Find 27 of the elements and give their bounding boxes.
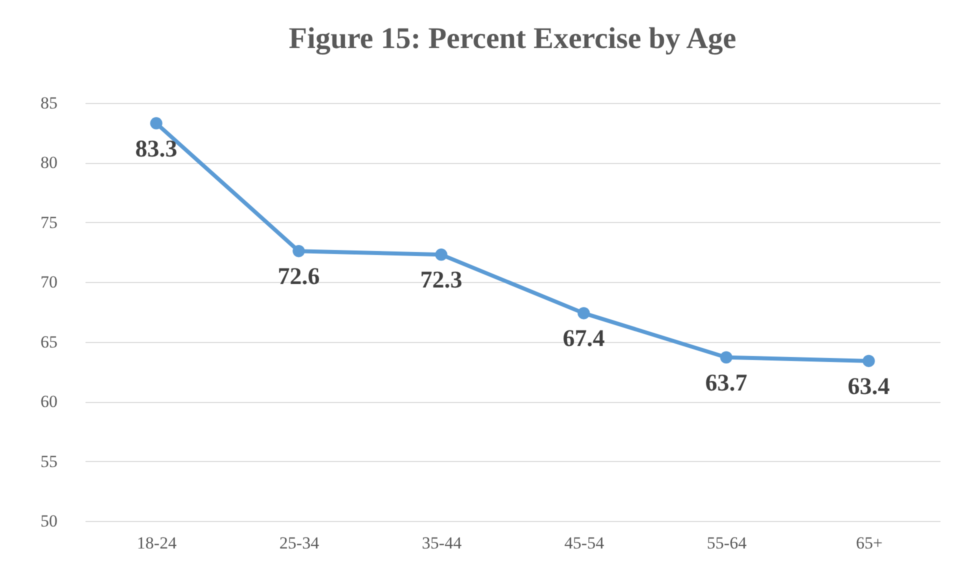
y-tick-label: 50 (40, 512, 58, 530)
point (720, 351, 732, 364)
data-label: 67.4 (562, 326, 605, 352)
chart-title: Figure 15: Percent Exercise by Age (288, 22, 736, 55)
data-label: 63.7 (705, 370, 748, 396)
x-tick-label: 45-54 (564, 534, 605, 552)
point (578, 307, 590, 320)
data-label: 72.6 (278, 264, 320, 290)
data-label: 72.3 (420, 268, 462, 294)
point (435, 248, 448, 261)
point (292, 244, 305, 258)
y-tick-label: 75 (40, 212, 58, 232)
x-tick-label: 18-24 (136, 534, 178, 552)
x-tick-label: 25-34 (279, 534, 320, 552)
x-tick-label: 35-44 (422, 534, 462, 552)
data-label: 63.4 (848, 374, 890, 400)
y-tick-label: 70 (40, 272, 58, 292)
y-tick-label: 55 (40, 452, 58, 471)
y-tick-label: 80 (40, 153, 58, 172)
data-label: 83.3 (135, 136, 178, 162)
point (862, 354, 875, 368)
y-tick-label: 85 (40, 94, 58, 112)
point (150, 117, 162, 130)
x-tick-label: 65+ (856, 534, 883, 552)
y-tick-label: 65 (40, 332, 58, 352)
x-tick-label: 55-64 (706, 534, 748, 552)
y-tick-label: 60 (40, 392, 58, 412)
